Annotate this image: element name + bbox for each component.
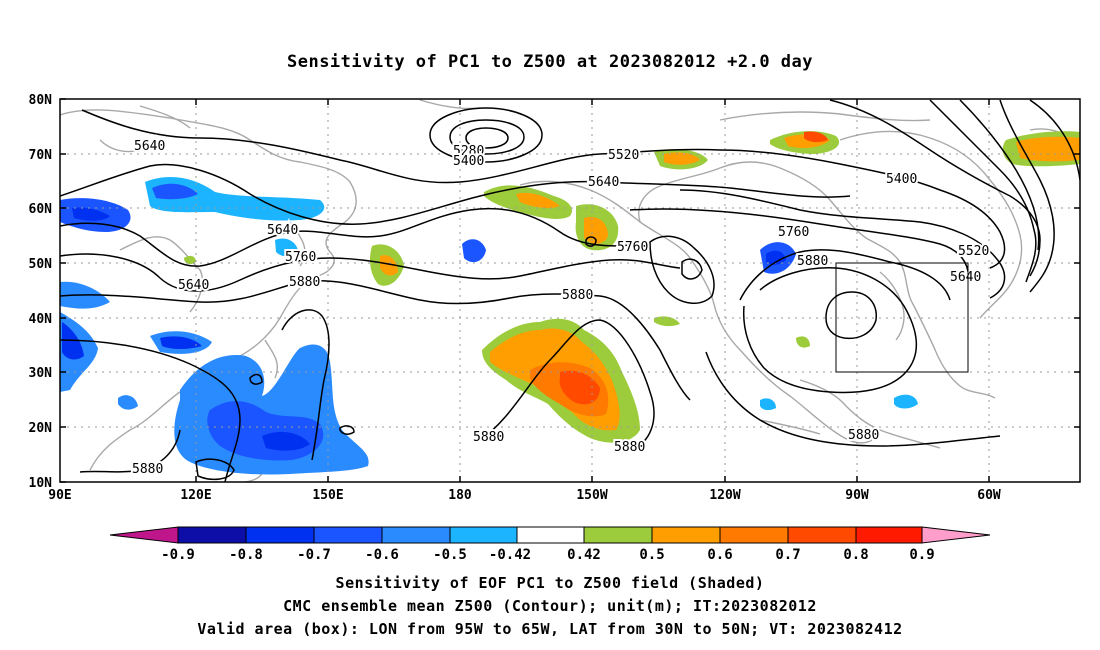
z500-contours — [60, 99, 1080, 482]
lon-label: 120E — [180, 488, 211, 503]
lon-label: 150E — [312, 488, 343, 503]
contour-label: 5640 — [267, 223, 298, 238]
lon-label: 150W — [576, 488, 607, 503]
colorbar-label: -0.7 — [297, 547, 331, 563]
contour-label: 5640 — [950, 270, 981, 285]
contour-label: 5760 — [778, 225, 809, 240]
caption-line-1: Sensitivity of EOF PC1 to Z500 field (Sh… — [335, 574, 765, 592]
colorbar-label: -0.5 — [433, 547, 467, 563]
gridlines — [60, 99, 1080, 482]
contour-label: 5640 — [134, 139, 165, 154]
contour-label: 5880 — [132, 462, 163, 477]
colorbar-box — [245, 526, 315, 544]
colorbar-min-triangle — [109, 526, 179, 544]
lon-label: 180 — [448, 488, 472, 503]
contour-label: 5880 — [289, 275, 320, 290]
contour-label: 5400 — [453, 154, 484, 169]
contour-label: 5760 — [617, 240, 648, 255]
lon-label: 90E — [48, 488, 71, 503]
contour-label: 5880 — [797, 254, 828, 269]
lat-label: 60N — [29, 202, 53, 217]
longitude-labels: 90E 120E 150E 180 150W 120W 90W 60W — [48, 488, 1001, 503]
contour-label: 5880 — [848, 428, 879, 443]
colorbar-box — [719, 526, 789, 544]
colorbar-box — [651, 526, 721, 544]
lat-label: 30N — [29, 366, 53, 381]
colorbar-label: -0.42 — [489, 547, 531, 563]
colorbar-box — [313, 526, 383, 544]
contour-label: 5400 — [886, 172, 917, 187]
colorbar-label: 0.9 — [909, 547, 934, 563]
colorbar-box — [583, 526, 653, 544]
contour-label: 5520 — [958, 244, 989, 259]
latitude-labels: 80N 70N 60N 50N 40N 30N 20N 10N — [29, 93, 53, 491]
colorbar-box — [855, 526, 923, 544]
positive-shading — [184, 131, 1080, 443]
contour-label: 5520 — [608, 148, 639, 163]
contour-label: 5640 — [178, 278, 209, 293]
colorbar-label: -0.9 — [161, 547, 195, 563]
colorbar-label: 0.42 — [567, 547, 601, 563]
map-area: 5640 5640 5640 5760 5880 5280 5400 5520 … — [60, 99, 1080, 482]
lat-label: 40N — [29, 312, 53, 327]
contour-label: 5880 — [473, 430, 504, 445]
map-frame — [59, 98, 1081, 483]
colorbar-box — [787, 526, 857, 544]
lat-label: 20N — [29, 421, 53, 436]
colorbar-box — [381, 526, 451, 544]
lat-label: 10N — [29, 476, 53, 491]
lat-label: 50N — [29, 257, 53, 272]
colorbar-max-triangle — [921, 526, 991, 544]
contour-label: 5880 — [614, 440, 645, 455]
colorbar-label: -0.8 — [229, 547, 263, 563]
colorbar-label: -0.6 — [365, 547, 399, 563]
colorbar-box — [177, 526, 247, 544]
contour-label: 5880 — [562, 288, 593, 303]
lat-label: 70N — [29, 148, 53, 163]
colorbar-box — [449, 526, 518, 544]
caption-line-2: CMC ensemble mean Z500 (Contour); unit(m… — [283, 597, 817, 615]
valid-area-box — [835, 262, 969, 373]
caption-line-3: Valid area (box): LON from 95W to 65W, L… — [197, 620, 903, 638]
contour-label: 5760 — [285, 250, 316, 265]
colorbar-box — [516, 526, 585, 544]
colorbar-label: 0.6 — [707, 547, 732, 563]
axis-ticks — [60, 98, 1080, 483]
colorbar: -0.9 -0.8 -0.7 -0.6 -0.5 -0.42 0.42 0.5 … — [109, 526, 991, 563]
map-title: Sensitivity of PC1 to Z500 at 2023082012… — [287, 52, 813, 72]
lon-label: 120W — [709, 488, 740, 503]
lon-label: 60W — [977, 488, 1001, 503]
contour-label: 5640 — [588, 175, 619, 190]
colorbar-label: 0.5 — [639, 547, 664, 563]
lon-label: 90W — [845, 488, 869, 503]
contour-labels: 5640 5640 5640 5760 5880 5280 5400 5520 … — [130, 137, 991, 479]
colorbar-label: 0.7 — [775, 547, 800, 563]
lat-label: 80N — [29, 93, 53, 108]
colorbar-label: 0.8 — [843, 547, 868, 563]
contour-label: 5280 — [453, 144, 484, 159]
